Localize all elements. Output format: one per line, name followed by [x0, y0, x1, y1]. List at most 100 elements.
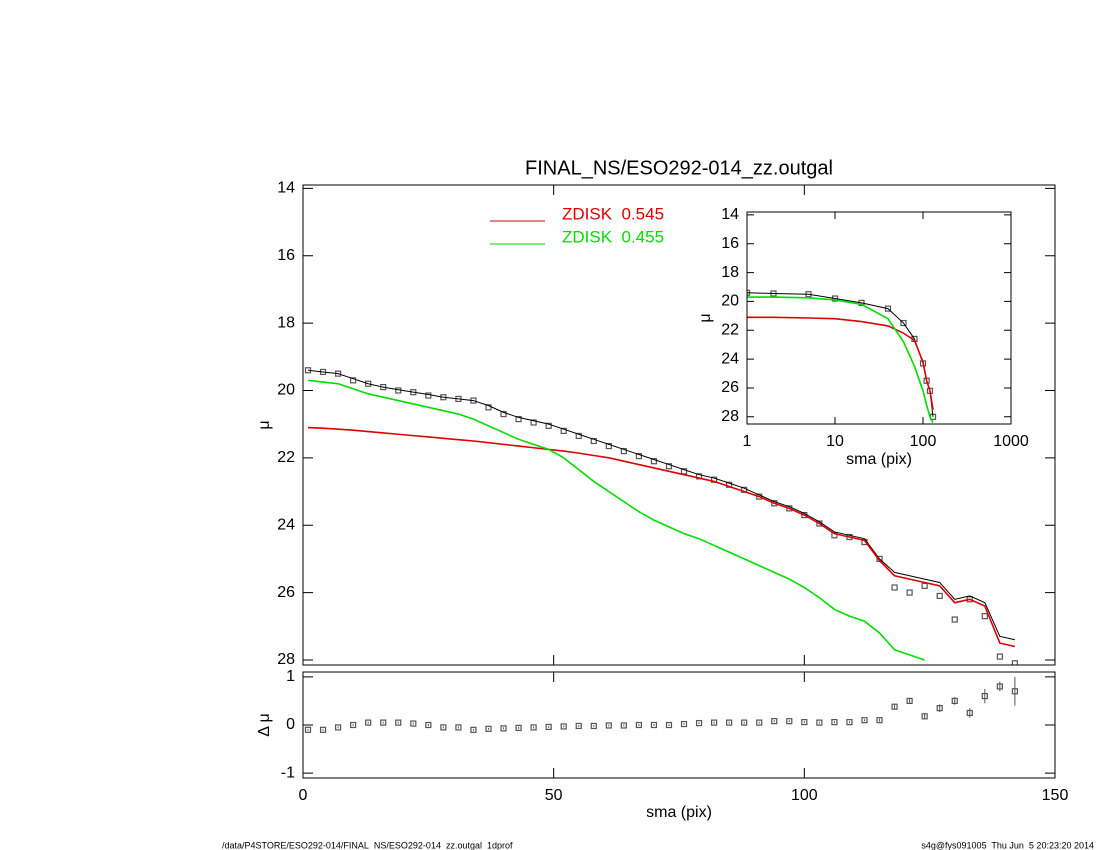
- data-point: [981, 613, 988, 620]
- data-point: [365, 719, 372, 726]
- y-tick-label: 18: [277, 314, 295, 331]
- data-point: [786, 718, 793, 725]
- data-point: [500, 410, 507, 418]
- y-tick-label: 20: [277, 382, 295, 399]
- data-point: [425, 392, 432, 399]
- plot-frame: [746, 211, 1012, 425]
- y-tick-label: 26: [277, 584, 295, 601]
- data-point: [620, 448, 627, 455]
- data-point: [951, 616, 958, 623]
- data-point: [801, 719, 808, 726]
- data-point: [455, 724, 462, 731]
- data-point: [921, 713, 928, 720]
- series-line: [307, 379, 925, 661]
- data-point: [620, 722, 627, 729]
- data-point: [470, 726, 477, 733]
- data-point: [485, 725, 492, 732]
- data-point: [756, 719, 763, 726]
- data-point: [816, 719, 823, 726]
- data-point: [650, 458, 658, 465]
- series-line: [307, 369, 1015, 641]
- data-point: [380, 719, 387, 726]
- x-tick-label: 10: [826, 433, 844, 450]
- data-point: [891, 584, 898, 591]
- data-point: [304, 726, 312, 733]
- plot-area: [747, 289, 937, 423]
- data-point: [635, 721, 642, 729]
- legend-label: ZDISK 0.545: [562, 204, 664, 223]
- y-axis-label: μ: [256, 420, 273, 429]
- data-point: [590, 437, 597, 445]
- data-point: [530, 724, 537, 731]
- plot-area: [304, 676, 1018, 733]
- data-point: [884, 305, 892, 312]
- y-tick-label: 14: [721, 206, 739, 223]
- x-axis-label: sma (pix): [846, 451, 912, 468]
- data-point: [951, 697, 958, 705]
- data-point: [831, 719, 838, 726]
- data-point: [665, 721, 673, 729]
- data-point: [575, 722, 582, 730]
- y-axis-label: μ: [697, 313, 714, 322]
- plot-frame: [302, 184, 1056, 666]
- data-point: [726, 719, 733, 726]
- data-point: [500, 725, 507, 732]
- footer-stamp: s4g@fys091005 Thu Jun 5 20:23:20 2014: [921, 840, 1094, 850]
- data-point: [515, 724, 522, 731]
- data-point: [900, 319, 907, 327]
- data-point: [395, 719, 402, 726]
- data-point: [741, 719, 748, 726]
- data-point: [906, 589, 913, 596]
- data-point: [650, 721, 658, 729]
- y-tick-label: 1: [286, 668, 295, 685]
- series-line: [747, 296, 934, 423]
- data-point: [350, 721, 357, 729]
- plot-area: [304, 367, 1018, 665]
- data-point: [605, 722, 612, 729]
- data-point: [605, 442, 612, 450]
- y-tick-label: 22: [277, 449, 295, 466]
- x-tick-label: 100: [910, 433, 937, 450]
- data-point: [560, 723, 567, 730]
- data-point: [425, 721, 432, 729]
- data-point: [906, 697, 913, 705]
- y-tick-label: 14: [277, 180, 295, 197]
- data-point: [771, 718, 778, 725]
- data-point: [485, 404, 492, 411]
- data-point: [545, 723, 552, 731]
- data-point: [936, 705, 943, 712]
- chart-title: FINAL_NS/ESO292-014_zz.outgal: [525, 157, 833, 179]
- data-point: [695, 719, 703, 727]
- data-point: [1011, 688, 1018, 695]
- x-tick-label: 100: [791, 787, 818, 804]
- data-point: [996, 653, 1003, 660]
- data-point: [846, 719, 853, 726]
- legend-label: ZDISK 0.455: [562, 227, 664, 246]
- data-point: [575, 432, 582, 440]
- series-line: [307, 426, 1016, 648]
- y-tick-label: 22: [721, 321, 739, 338]
- y-tick-label: 28: [277, 651, 295, 668]
- y-tick-label: 0: [286, 716, 295, 733]
- data-point: [996, 683, 1003, 690]
- y-tick-label: 16: [277, 247, 295, 264]
- data-point: [530, 419, 537, 426]
- x-tick-label: 1: [743, 433, 752, 450]
- data-point: [410, 720, 417, 727]
- y-tick-label: -1: [281, 764, 295, 781]
- x-tick-label: 0: [299, 787, 308, 804]
- data-point: [635, 453, 642, 460]
- data-point: [966, 709, 973, 717]
- y-tick-label: 28: [721, 408, 739, 425]
- data-point: [440, 724, 447, 731]
- data-point: [334, 724, 342, 731]
- x-axis-label: sma (pix): [646, 804, 712, 821]
- y-tick-label: 16: [721, 235, 739, 252]
- data-point: [710, 719, 718, 726]
- y-tick-label: 18: [721, 264, 739, 281]
- x-tick-label: 1000: [993, 433, 1029, 450]
- data-point: [365, 380, 372, 387]
- footer-path: /data/P4STORE/ESO292-014/FINAL_NS/ESO292…: [222, 840, 513, 850]
- data-point: [936, 592, 943, 600]
